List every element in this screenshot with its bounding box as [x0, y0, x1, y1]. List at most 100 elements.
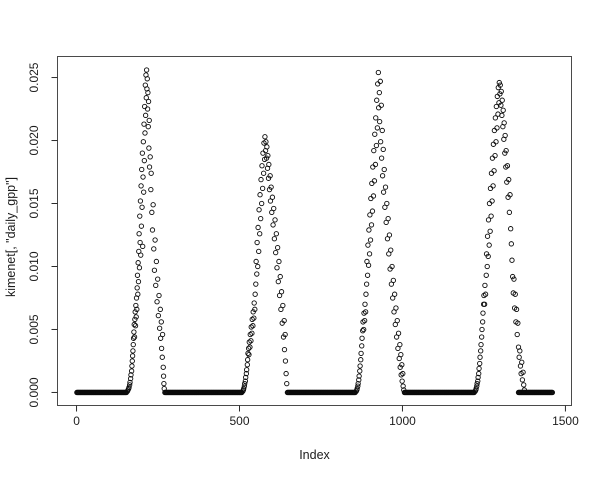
data-point — [243, 370, 250, 377]
data-point — [275, 278, 281, 285]
data-point — [139, 204, 145, 210]
x-tick-label-0: 0 — [73, 414, 80, 428]
data-point — [521, 382, 527, 388]
data-point — [362, 309, 369, 315]
data-point — [376, 118, 383, 125]
data-point — [474, 380, 480, 387]
data-point — [373, 142, 380, 149]
data-point — [128, 368, 135, 374]
data-point — [136, 265, 143, 271]
data-point — [246, 352, 252, 358]
data-point — [160, 373, 167, 379]
data-point — [274, 265, 280, 271]
data-point — [399, 362, 405, 368]
data-point — [264, 144, 270, 150]
data-point — [498, 102, 504, 108]
data-point — [269, 194, 276, 200]
data-point — [356, 373, 362, 379]
data-point — [499, 97, 505, 103]
data-point — [476, 370, 482, 377]
data-point — [143, 67, 150, 73]
data-point — [282, 331, 288, 338]
x-axis: 0 500 1000 1500 — [73, 405, 579, 428]
data-point — [515, 320, 521, 326]
data-point — [378, 155, 385, 161]
data-point — [259, 163, 265, 169]
data-point — [366, 251, 373, 257]
data-point — [146, 164, 153, 170]
data-point — [511, 276, 517, 282]
data-point — [259, 200, 265, 207]
data-point — [357, 368, 363, 374]
data-point — [274, 244, 281, 251]
data-points — [124, 67, 528, 394]
data-point — [477, 360, 483, 367]
data-point — [146, 145, 152, 151]
data-point — [254, 271, 260, 277]
data-point — [488, 170, 495, 176]
data-point — [492, 152, 498, 159]
data-point — [141, 189, 147, 195]
data-point — [485, 253, 491, 260]
data-point — [362, 318, 368, 324]
data-point — [255, 263, 261, 270]
data-point — [367, 237, 374, 243]
data-point — [376, 90, 382, 96]
data-point — [481, 301, 488, 307]
data-point — [252, 306, 258, 312]
data-point — [139, 166, 145, 173]
data-point — [473, 386, 479, 392]
data-point — [137, 239, 143, 246]
data-point — [244, 357, 251, 363]
data-point — [147, 154, 153, 160]
data-point — [241, 386, 247, 392]
data-point — [243, 374, 249, 380]
data-point — [364, 272, 371, 278]
data-point — [138, 223, 145, 229]
data-point — [280, 302, 286, 309]
data-point — [277, 273, 283, 280]
data-point — [283, 370, 289, 377]
data-point — [508, 241, 514, 247]
data-point — [142, 103, 148, 110]
data-point — [368, 195, 374, 202]
data-point — [128, 372, 134, 378]
data-point — [257, 231, 263, 237]
data-point — [144, 76, 150, 82]
data-point — [509, 273, 516, 280]
data-point — [130, 348, 136, 354]
y-tick-label-0.025: 0.025 — [27, 62, 41, 92]
data-point — [500, 107, 506, 113]
data-point — [391, 291, 398, 297]
data-point — [493, 139, 499, 145]
data-point — [137, 213, 143, 219]
data-point — [362, 301, 368, 307]
data-point — [130, 335, 137, 341]
data-point — [516, 354, 522, 360]
data-point — [366, 227, 372, 233]
data-point — [502, 150, 508, 156]
data-point — [363, 281, 370, 287]
data-point — [497, 91, 503, 97]
data-point — [253, 281, 259, 287]
data-point — [256, 248, 262, 255]
data-point — [477, 354, 483, 360]
data-point — [502, 132, 508, 139]
data-point — [133, 314, 139, 320]
data-point — [141, 158, 147, 164]
data-point — [135, 278, 142, 285]
data-point — [242, 378, 249, 384]
data-point — [549, 389, 556, 396]
data-point — [271, 236, 278, 242]
data-point — [127, 375, 134, 382]
data-point — [273, 249, 279, 256]
data-point — [479, 334, 485, 340]
data-point — [129, 363, 135, 369]
data-point — [367, 212, 373, 218]
data-point — [140, 243, 146, 249]
data-point — [252, 291, 258, 297]
data-point — [370, 164, 376, 170]
data-point — [248, 338, 254, 344]
data-point — [361, 326, 367, 333]
